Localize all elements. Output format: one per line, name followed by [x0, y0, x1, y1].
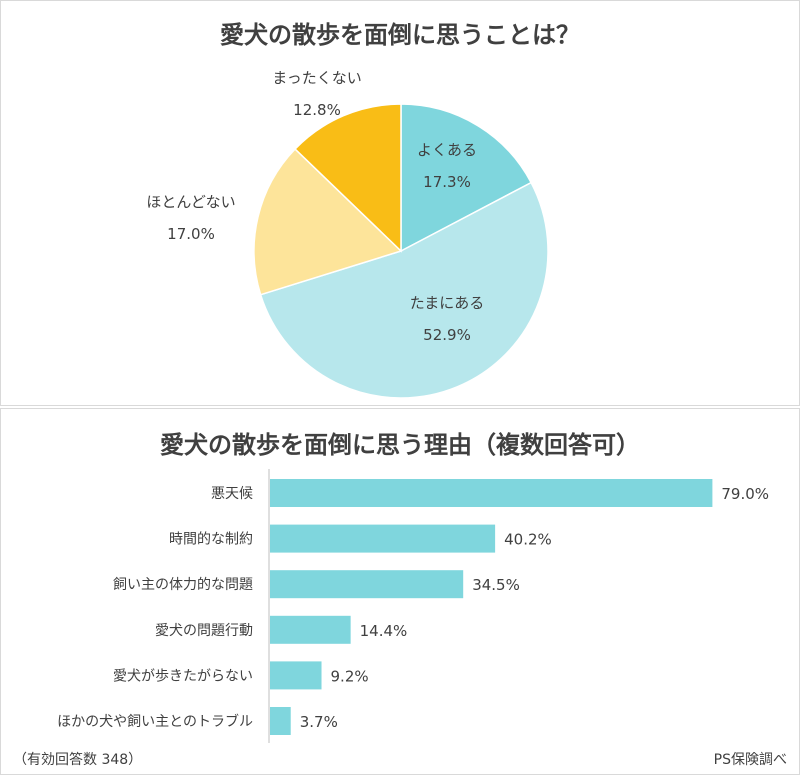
pie-chart-panel: 愛犬の散歩を面倒に思うことは？ よくある 17.3% たまにある 52.9% ほとんどな… [0, 0, 800, 406]
pie-slice-value-label: 52.9% [423, 326, 471, 344]
category-label: 悪天候 [211, 486, 253, 502]
bar-value-label: 3.7% [300, 713, 338, 731]
pie-slice-value-label: 17.3% [423, 173, 471, 191]
bar-value-label: 40.2% [504, 531, 552, 549]
bar-chart: 悪天候 79.0% 時間的な制約 40.2% 飼い主の体力的な問題 34.5% 愛犬の問題行… [57, 469, 769, 743]
pie-slice-value-label: 12.8% [293, 101, 341, 119]
pie-slice-label: よくある [417, 141, 477, 159]
category-label: 時間的な制約 [169, 532, 253, 548]
bar-value-label: 9.2% [331, 667, 369, 685]
pie-slice [253, 147, 403, 296]
pie-slice [294, 103, 402, 253]
respondent-count-note: （有効回答数 348） [13, 752, 143, 768]
bar [270, 570, 464, 599]
bar-value-label: 79.0% [721, 485, 769, 503]
bar [270, 661, 322, 690]
bar [270, 615, 351, 644]
bar-chart-title: 愛犬の散歩を面倒に思う理由（複数回答可） [160, 431, 640, 459]
category-label: 愛犬が歩きたがらない [113, 668, 253, 684]
pie-chart-title: 愛犬の散歩を面倒に思うことは？ [220, 21, 580, 49]
pie-slice [400, 103, 533, 253]
pie-slice-value-label: 17.0% [167, 225, 215, 243]
bar-value-label: 14.4% [360, 622, 408, 640]
pie-chart: よくある 17.3% たまにある 52.9% ほとんどない 17.0% まったくない 12.8… [146, 69, 549, 399]
bar [270, 524, 496, 553]
bar [270, 479, 713, 507]
category-label: 愛犬の問題行動 [155, 623, 253, 639]
category-label: ほかの犬や飼い主とのトラブル [57, 713, 253, 730]
bar-value-label: 34.5% [472, 576, 520, 594]
bar [270, 707, 291, 735]
category-label: 飼い主の体力的な問題 [113, 577, 253, 593]
pie-slice-label: たまにある [410, 294, 485, 312]
pie-slice-label: まったくない [272, 69, 361, 87]
bar-chart-panel: 愛犬の散歩を面倒に思う理由（複数回答可） 悪天候 79.0% 時間的な制約 40.2%… [0, 408, 800, 775]
pie-slice [259, 181, 549, 399]
pie-slice-label: ほとんどない [146, 193, 235, 211]
source-note: PS保険調べ [713, 752, 787, 768]
